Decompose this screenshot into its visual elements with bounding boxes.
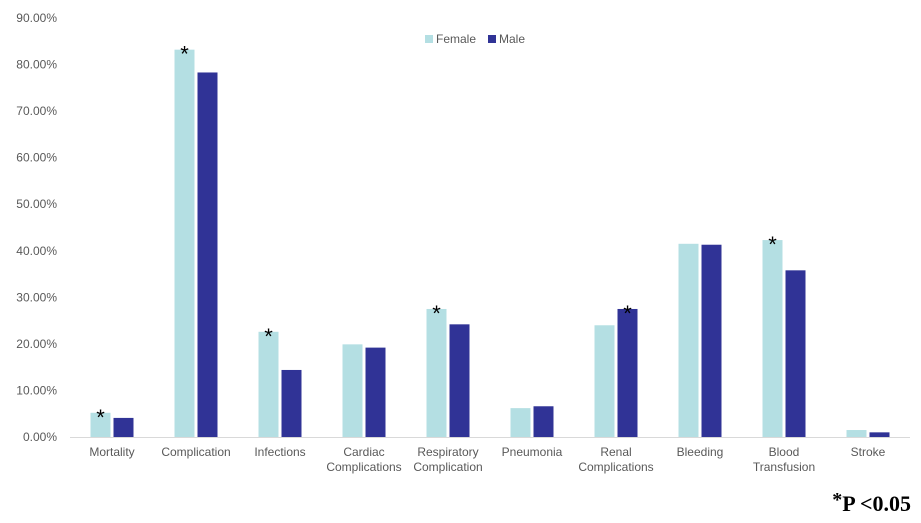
x-tick-label: Bleeding	[677, 445, 724, 459]
y-tick-label: 40.00%	[16, 244, 57, 258]
y-tick-label: 80.00%	[16, 58, 57, 72]
x-tick-label: Respiratory Complication	[413, 445, 482, 474]
bar-male	[701, 244, 722, 437]
significance-star: *	[623, 301, 632, 326]
bar-female	[174, 49, 195, 437]
y-tick-label: 30.00%	[16, 290, 57, 304]
bar-female	[342, 344, 363, 437]
y-tick-label: 20.00%	[16, 337, 57, 351]
x-tick-label: Mortality	[89, 445, 134, 459]
significance-star: *	[768, 232, 777, 257]
y-tick-label: 90.00%	[16, 11, 57, 25]
bar-male	[113, 417, 134, 437]
bar-female	[762, 240, 783, 437]
bar-male	[785, 270, 806, 437]
bar-female	[594, 325, 615, 437]
y-axis-ticks: 0.00% 10.00% 20.00% 30.00% 40.00% 50.00% 60.00…	[16, 11, 57, 444]
y-tick-label: 70.00%	[16, 104, 57, 118]
x-tick-label: Stroke	[851, 445, 886, 459]
legend: Female Male	[425, 32, 525, 46]
legend-swatch	[425, 35, 433, 43]
bar-male	[281, 369, 302, 437]
legend-label: Male	[499, 32, 525, 46]
footnote-asterisk: *	[832, 489, 843, 511]
x-tick-label: Renal Complications	[578, 445, 653, 474]
y-tick-label: 0.00%	[23, 430, 57, 444]
x-tick-label: Cardiac Complications	[326, 445, 401, 474]
y-tick-label: 50.00%	[16, 197, 57, 211]
x-tick-label: Infections	[254, 445, 305, 459]
bar-female	[846, 430, 867, 437]
bar-female	[678, 243, 699, 437]
bar-female	[90, 412, 111, 437]
bar-male	[533, 406, 554, 437]
x-tick-label: Pneumonia	[502, 445, 563, 459]
legend-label: Female	[436, 32, 476, 46]
significance-star: *	[264, 324, 273, 349]
significance-marks: * * * * * *	[96, 42, 777, 430]
bar-female	[258, 331, 279, 437]
bar-male	[449, 324, 470, 437]
x-tick-label: Blood Transfusion	[753, 445, 815, 474]
significance-star: *	[96, 405, 105, 430]
bar-male	[617, 308, 638, 437]
y-tick-label: 60.00%	[16, 151, 57, 165]
significance-star: *	[180, 42, 189, 67]
y-tick-label: 10.00%	[16, 383, 57, 397]
significance-star: *	[432, 301, 441, 326]
footnote-text: P <0.05	[842, 491, 911, 516]
bars	[90, 49, 890, 437]
x-tick-label: Complication	[161, 445, 230, 459]
bar-female	[510, 408, 531, 437]
bar-female	[426, 308, 447, 437]
significance-footnote: *P <0.05	[832, 489, 911, 517]
bar-male	[197, 72, 218, 437]
legend-swatch	[488, 35, 496, 43]
bar-male	[869, 432, 890, 437]
x-axis-labels: Mortality Complication Infections Cardiac Co…	[89, 445, 885, 474]
bar-male	[365, 347, 386, 437]
